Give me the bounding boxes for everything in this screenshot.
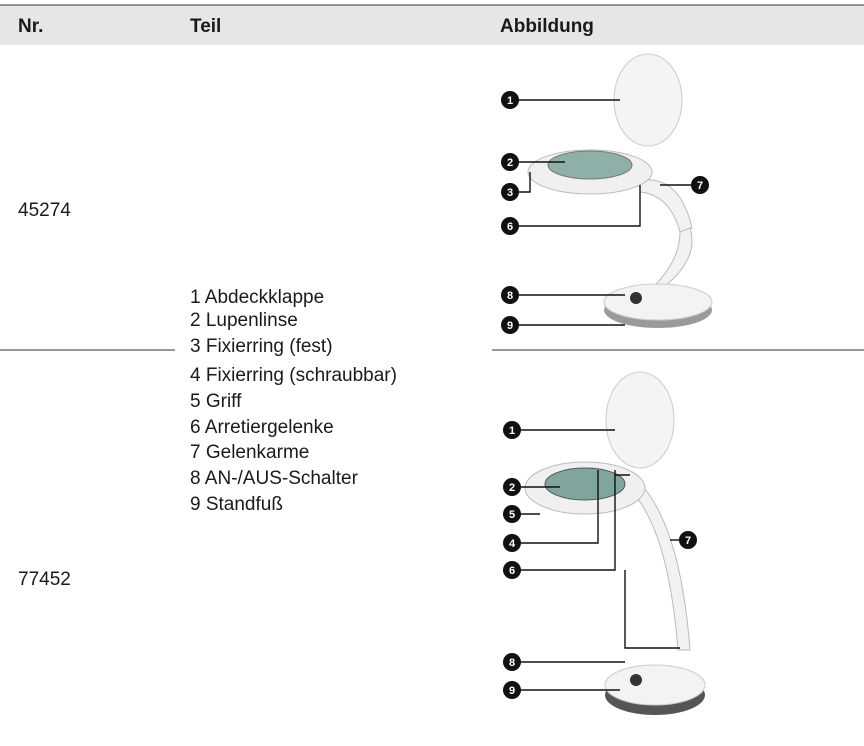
callout-number: 4 bbox=[509, 538, 516, 550]
part-item: 1 Abdeckklappe bbox=[190, 287, 324, 308]
header-nr: Nr. bbox=[18, 16, 43, 37]
part-item: 7 Gelenkarme bbox=[190, 442, 309, 463]
callout-number: 7 bbox=[685, 535, 691, 547]
callout-badge bbox=[501, 316, 519, 334]
callout-number: 6 bbox=[509, 565, 515, 577]
part-item: 8 AN-/AUS-Schalter bbox=[190, 468, 359, 489]
callout-number: 7 bbox=[697, 180, 703, 192]
part-item: 2 Lupenlinse bbox=[190, 310, 298, 331]
row-nr: 45274 bbox=[18, 200, 71, 221]
callout-badge bbox=[691, 176, 709, 194]
callout-number: 3 bbox=[507, 187, 513, 199]
callout-number: 9 bbox=[507, 320, 513, 332]
callout-number: 1 bbox=[507, 95, 513, 107]
callout-badge bbox=[503, 653, 521, 671]
callout-badge bbox=[501, 217, 519, 235]
part-item: 4 Fixierring (schraubbar) bbox=[190, 365, 397, 386]
callout-badge bbox=[679, 531, 697, 549]
callout-number: 1 bbox=[509, 425, 515, 437]
row-nr: 77452 bbox=[18, 569, 71, 590]
callout-number: 8 bbox=[509, 657, 515, 669]
part-item: 3 Fixierring (fest) bbox=[190, 336, 333, 357]
header-abbildung: Abbildung bbox=[500, 16, 594, 37]
callout-badge bbox=[501, 153, 519, 171]
part-item: 5 Griff bbox=[190, 391, 242, 412]
part-item: 6 Arretiergelenke bbox=[190, 417, 334, 438]
callout-badge bbox=[503, 534, 521, 552]
callout-number: 8 bbox=[507, 290, 513, 302]
lamp-image bbox=[520, 371, 706, 715]
callout-badge bbox=[503, 561, 521, 579]
callout-number: 6 bbox=[507, 221, 513, 233]
callout-badge bbox=[503, 505, 521, 523]
callout-badge bbox=[503, 681, 521, 699]
callout-number: 9 bbox=[509, 685, 515, 697]
callout-badge bbox=[503, 421, 521, 439]
callout-badge bbox=[501, 183, 519, 201]
callout-number: 2 bbox=[507, 157, 513, 169]
callout-number: 5 bbox=[509, 509, 515, 521]
header-bg bbox=[0, 5, 864, 45]
callout-number: 2 bbox=[509, 482, 515, 494]
lamp-image bbox=[518, 53, 713, 328]
callout-badge bbox=[501, 91, 519, 109]
callout-badge bbox=[503, 478, 521, 496]
part-item: 9 Standfuß bbox=[190, 494, 283, 515]
callout-badge bbox=[501, 286, 519, 304]
header-teil: Teil bbox=[190, 16, 221, 37]
